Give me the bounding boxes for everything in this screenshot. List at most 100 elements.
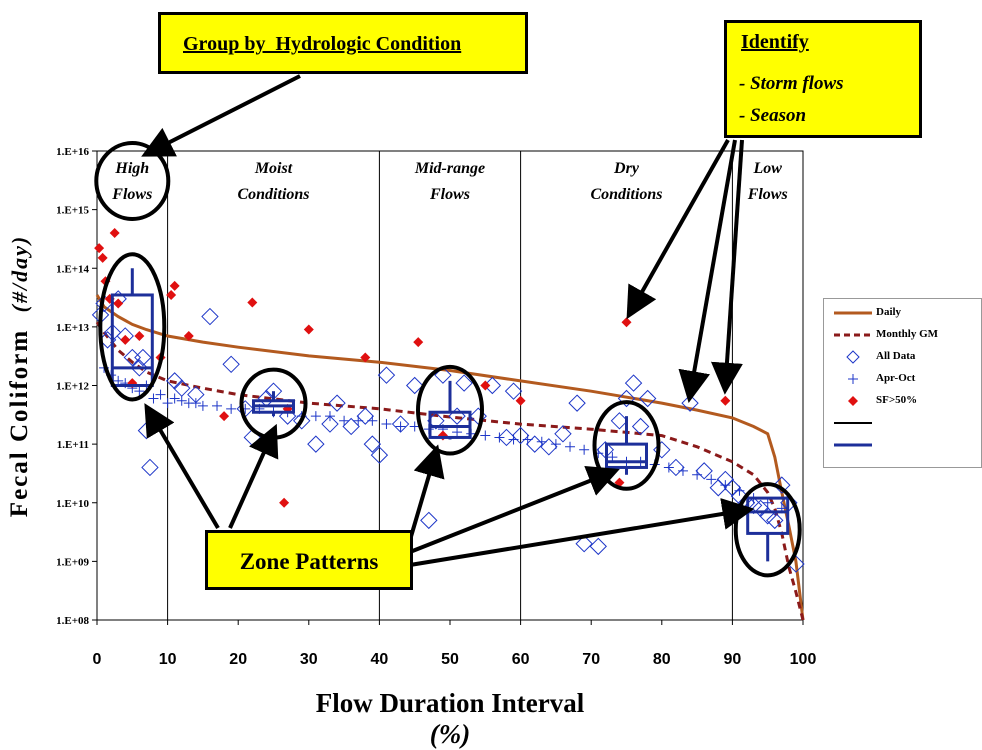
legend-swatch-blue-line <box>834 443 872 447</box>
apr-oct-point <box>395 421 406 432</box>
all-data-point <box>667 458 685 477</box>
sf50-point <box>169 280 180 291</box>
sf50-point <box>413 337 424 348</box>
all-data-point <box>434 366 452 384</box>
all-data-point <box>497 428 516 447</box>
apr-oct-point <box>226 403 237 414</box>
apr-oct-point <box>212 400 223 411</box>
sf50-point <box>480 380 491 391</box>
all-data-point <box>653 441 671 459</box>
annotation-arrow <box>228 423 279 529</box>
identify-callout-line-1: - Storm flows <box>739 73 844 94</box>
legend-item-apr-oct: Apr-Oct <box>824 369 982 389</box>
all-data-point <box>405 376 424 395</box>
chart-stage: 1.E+08 1.E+09 1.E+10 1.E+11 1.E+12 1.E+13 1.E+… <box>6 12 982 749</box>
annotation-arrow <box>409 498 755 567</box>
apr-oct-point <box>677 465 688 476</box>
x-axis-label: Flow Duration Interval (%) <box>315 688 585 749</box>
all-data-point <box>624 374 643 392</box>
apr-oct-point <box>480 430 491 441</box>
sf50-point <box>183 330 194 341</box>
x-tick-label: 60 <box>512 651 530 668</box>
all-data-point <box>293 412 311 430</box>
all-data-point <box>141 458 159 477</box>
all-data-point <box>455 374 473 392</box>
apr-oct-point <box>720 480 731 491</box>
all-data-point <box>363 435 382 453</box>
zone-label: High <box>114 160 149 177</box>
sf50-point <box>113 298 124 309</box>
all-data-point <box>222 355 240 374</box>
legend-swatch-apr-oct <box>848 374 858 384</box>
apr-oct-point <box>734 485 745 496</box>
legend-item-sf50: SF>50% <box>824 391 982 411</box>
apr-oct-point <box>197 400 208 411</box>
zone-pattern-ellipse <box>733 482 802 578</box>
apr-oct-point <box>565 441 576 452</box>
all-data-point <box>610 412 629 430</box>
all-data-point <box>638 389 657 408</box>
all-data-point <box>504 382 523 400</box>
y-tick-label: 1.E+11 <box>57 439 89 451</box>
apr-oct-point <box>579 444 590 455</box>
legend-swatch-monthly-gm <box>834 333 872 337</box>
apr-oct-point <box>508 434 519 445</box>
all-data-point <box>589 537 607 556</box>
all-data-point <box>321 415 339 433</box>
apr-oct-point <box>155 389 166 400</box>
all-data-point <box>766 511 784 530</box>
x-tick-label: 70 <box>582 651 600 668</box>
apr-oct-point <box>353 415 364 426</box>
series-daily-line <box>95 294 805 621</box>
legend-swatch-black-line <box>834 422 872 424</box>
all-data-point <box>370 446 389 464</box>
zone-patterns-callout: Zone Patterns <box>205 530 413 590</box>
sf50-point <box>515 395 526 406</box>
boxplot-box <box>605 442 648 469</box>
sf50-point <box>97 252 108 263</box>
boxplot-box <box>428 410 472 439</box>
all-data-point <box>568 394 586 412</box>
annotation-arrow <box>626 139 730 320</box>
legend-swatch-daily <box>834 311 872 315</box>
all-data-point <box>307 435 325 453</box>
sf50-point <box>360 352 371 363</box>
x-tick-label: 80 <box>653 651 671 668</box>
identify-callout-title: Identify <box>741 31 809 53</box>
all-data-point <box>631 417 650 436</box>
zone-label: Flows <box>429 186 470 203</box>
all-data-point <box>377 366 396 384</box>
apr-oct-point <box>339 415 350 426</box>
y-tick-label: 1.E+09 <box>56 556 89 568</box>
all-data-point <box>342 417 360 436</box>
sf50-point <box>279 497 290 508</box>
sf50-point <box>303 324 314 335</box>
apr-oct-point <box>190 398 201 409</box>
annotation-arrow <box>141 74 301 157</box>
apr-oct-point <box>494 432 505 443</box>
all-data-point <box>356 407 374 425</box>
y-axis-label: Fecal Coliform (#/day) <box>6 234 33 518</box>
identify-callout-line-2: - Season <box>739 105 807 126</box>
apr-oct-point <box>134 386 145 397</box>
zone-label: Flows <box>747 186 788 203</box>
sf50-point <box>109 227 120 238</box>
apr-oct-point <box>522 434 533 445</box>
apr-oct-point <box>310 411 321 422</box>
sf50-point <box>219 411 230 422</box>
legend-item-daily: Daily <box>824 303 982 323</box>
x-tick-label: 30 <box>300 651 318 668</box>
sf50-point <box>247 297 258 308</box>
x-tick-label: 100 <box>790 651 817 668</box>
x-tick-label: 50 <box>441 651 459 668</box>
apr-oct-point <box>692 469 703 480</box>
x-tick-label: 0 <box>93 651 102 668</box>
zone-label: Conditions <box>237 186 309 203</box>
all-data-point <box>201 307 219 326</box>
sf50-point <box>120 334 131 345</box>
y-tick-label: 1.E+14 <box>56 263 89 275</box>
annotation-arrow <box>710 139 744 395</box>
apr-oct-point <box>148 393 159 404</box>
annotation-arrow <box>678 139 737 404</box>
all-data-point <box>328 394 346 412</box>
